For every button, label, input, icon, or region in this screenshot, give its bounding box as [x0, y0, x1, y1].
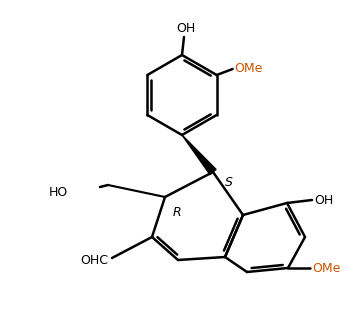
Text: R: R [173, 207, 181, 220]
Polygon shape [182, 135, 216, 175]
Text: OH: OH [176, 22, 196, 35]
Text: OMe: OMe [312, 261, 340, 274]
Text: HO: HO [49, 186, 68, 199]
Text: OHC: OHC [80, 254, 108, 266]
Text: OMe: OMe [235, 61, 263, 75]
Text: S: S [225, 175, 233, 188]
Text: OH: OH [314, 193, 333, 207]
